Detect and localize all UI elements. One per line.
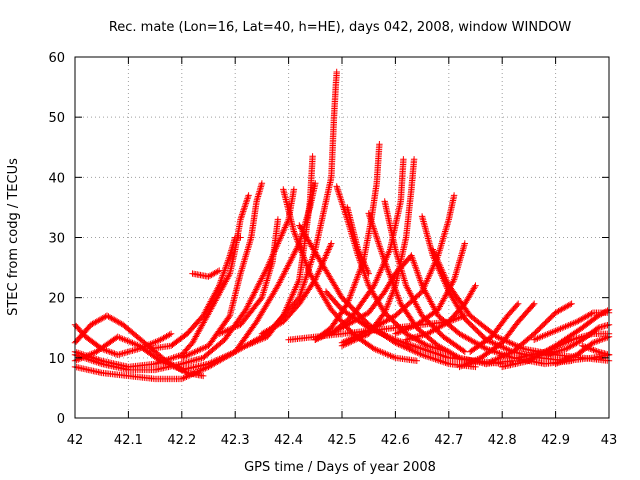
series-markers [242, 153, 316, 349]
series-sat-07 [146, 234, 244, 352]
x-tick-label: 42.7 [434, 433, 463, 448]
series-markers [541, 321, 613, 358]
series-markers [258, 240, 335, 337]
series-markers [402, 282, 479, 343]
series-sat-28 [392, 240, 468, 337]
x-tick-label: 42.2 [167, 433, 196, 448]
series-markers [344, 204, 372, 277]
chart-title: Rec. mate (Lon=16, Lat=40, h=HE), days 0… [109, 20, 572, 35]
x-tick-label: 42.6 [381, 433, 410, 448]
series-sat-09 [189, 267, 223, 280]
series-markers [531, 309, 613, 343]
series-sat-35 [541, 321, 613, 358]
series-markers [189, 267, 223, 280]
series-sat-03 [71, 68, 340, 374]
x-tick-label: 42.5 [328, 433, 357, 448]
series-sat-31 [467, 300, 522, 355]
series-sat-38 [579, 342, 613, 358]
y-tick-label: 20 [48, 292, 65, 307]
series-markers [71, 68, 340, 374]
series-markers [146, 234, 244, 352]
x-tick-label: 42 [67, 433, 84, 448]
y-tick-label: 50 [48, 111, 65, 126]
x-tick-label: 42.4 [274, 433, 303, 448]
series-markers [467, 300, 522, 355]
series-markers [71, 192, 252, 371]
y-axis-label: STEC from codg / TECUs [6, 158, 21, 316]
series-sat-32 [483, 300, 575, 368]
series-sat-10 [216, 216, 282, 337]
series-sat-05 [71, 192, 252, 371]
series-sat-18 [344, 204, 372, 277]
series-sat-29 [402, 282, 479, 343]
series-markers [456, 300, 538, 371]
series-sat-14 [258, 240, 335, 337]
x-tick-label: 42.1 [114, 433, 143, 448]
series-markers [392, 240, 468, 337]
y-tick-label: 0 [57, 412, 65, 427]
axes: 42 42.1 42.2 42.3 42.4 42.5 42.6 42.7 42.8 42.9 43… [48, 51, 617, 448]
series-markers [216, 216, 282, 337]
x-tick-label: 42.3 [221, 433, 250, 448]
series-sat-12 [280, 186, 420, 364]
series-sat-30 [456, 300, 538, 371]
y-tick-label: 60 [48, 51, 65, 66]
plot-frame [74, 56, 610, 419]
series-markers [280, 186, 420, 364]
series-sat-11 [242, 153, 316, 349]
y-tick-label: 40 [48, 171, 65, 186]
y-tick-label: 30 [48, 232, 65, 247]
series-markers [483, 300, 575, 368]
x-axis-label: GPS time / Days of year 2008 [244, 460, 436, 475]
x-tick-label: 42.8 [488, 433, 517, 448]
series-sat-36 [531, 309, 613, 343]
x-tick-label: 42.9 [541, 433, 570, 448]
y-tick-label: 10 [48, 352, 65, 367]
x-tick-label: 43 [601, 433, 618, 448]
series-markers [579, 342, 613, 358]
